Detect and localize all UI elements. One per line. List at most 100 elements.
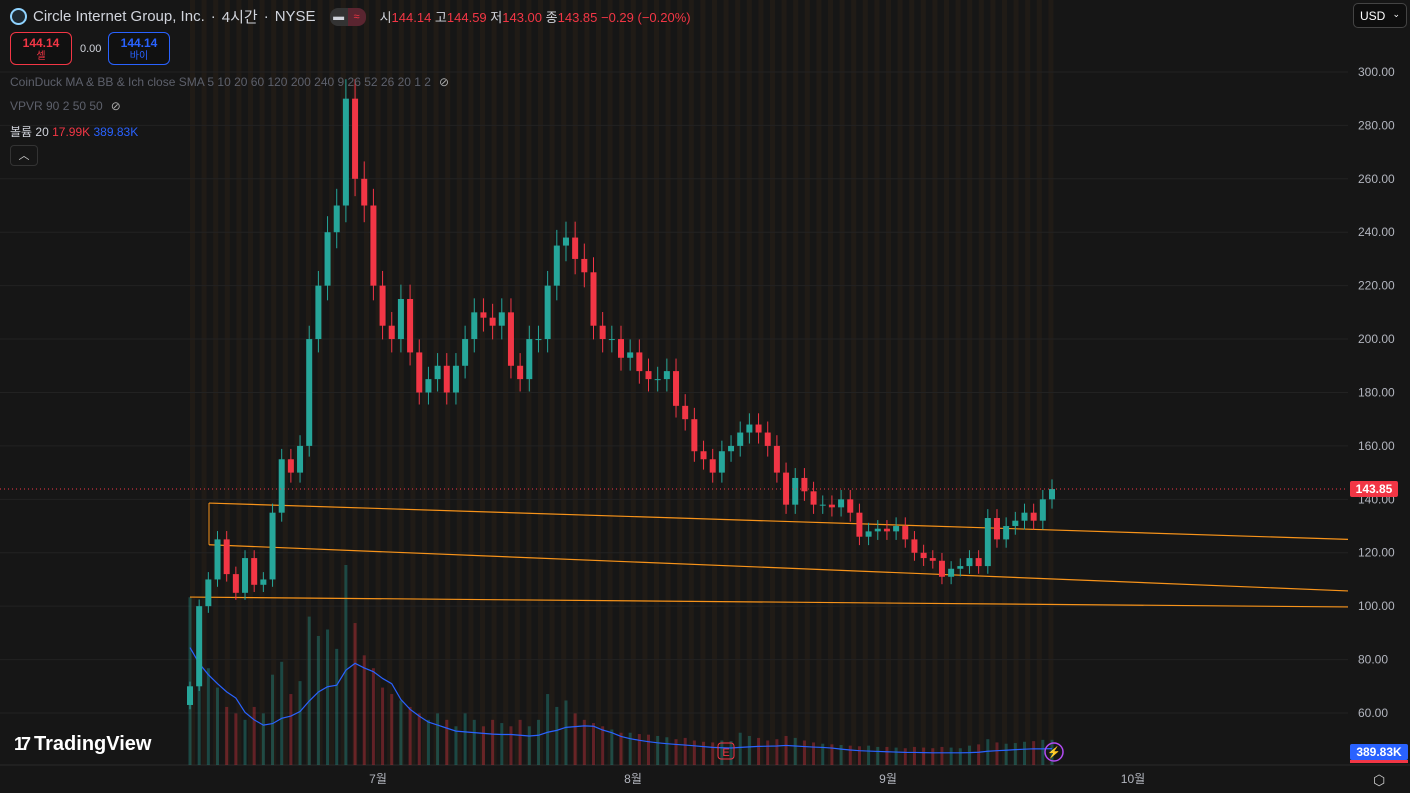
volume-indicator-legend[interactable]: 볼륨 20 17.99K 389.83K bbox=[10, 125, 139, 139]
candle-body bbox=[205, 579, 212, 607]
volume-bar bbox=[986, 739, 990, 765]
session-band bbox=[967, 0, 973, 765]
volume-bar bbox=[234, 713, 238, 765]
candle-body bbox=[911, 539, 918, 553]
volume-bar bbox=[784, 735, 788, 765]
session-band bbox=[723, 0, 729, 765]
volume-bar bbox=[316, 635, 320, 765]
volume-bar bbox=[344, 565, 348, 765]
candle bbox=[278, 448, 285, 522]
candle-body bbox=[856, 512, 863, 537]
candle-body bbox=[187, 686, 193, 705]
candle bbox=[214, 531, 221, 587]
chart-mode-toggle[interactable]: ▬ ≈ bbox=[329, 7, 366, 26]
candle-body bbox=[645, 371, 652, 380]
candle-body bbox=[315, 285, 322, 340]
candle bbox=[562, 221, 569, 262]
candle bbox=[553, 229, 560, 301]
candle bbox=[618, 325, 624, 371]
volume-bar bbox=[555, 706, 559, 765]
candle-body bbox=[434, 365, 441, 380]
eye-off-icon[interactable]: ⊘ bbox=[110, 99, 121, 113]
candle bbox=[517, 353, 524, 392]
volume-bar bbox=[536, 719, 540, 765]
wave-icon[interactable]: ≈ bbox=[347, 7, 366, 26]
session-band bbox=[688, 0, 694, 765]
eye-off-icon[interactable]: ⊘ bbox=[438, 75, 450, 89]
ma-indicator-legend[interactable]: CoinDuck MA & BB & Ich close SMA 5 10 20… bbox=[10, 75, 450, 89]
volume-bar bbox=[720, 740, 724, 765]
session-band bbox=[271, 0, 277, 765]
session-band bbox=[213, 0, 219, 765]
volume-bar bbox=[289, 694, 293, 765]
trendline bbox=[189, 596, 1349, 608]
candle bbox=[489, 303, 496, 340]
candle-body bbox=[260, 579, 267, 585]
volume-bar bbox=[206, 668, 210, 765]
minus-icon[interactable]: ▬ bbox=[329, 7, 348, 26]
candle-body bbox=[361, 178, 368, 206]
vpvr-indicator-legend[interactable]: VPVR 90 2 50 50 ⊘ bbox=[10, 99, 121, 113]
candle bbox=[865, 522, 872, 546]
session-band bbox=[201, 0, 207, 765]
candle bbox=[957, 558, 964, 577]
candle-body bbox=[663, 371, 670, 380]
candle bbox=[938, 552, 945, 585]
session-band bbox=[793, 0, 799, 765]
settings-icon[interactable]: ⬡ bbox=[1373, 772, 1386, 788]
volume-bar bbox=[500, 723, 504, 765]
chevron-up-icon[interactable]: ︿ bbox=[10, 145, 38, 166]
candle-body bbox=[728, 445, 735, 452]
volume-bar bbox=[912, 746, 916, 765]
volume-bar bbox=[830, 744, 834, 765]
volume-bar bbox=[481, 726, 485, 765]
candle bbox=[498, 298, 505, 340]
candle bbox=[1021, 503, 1028, 530]
volume-bar bbox=[472, 719, 476, 765]
session-band bbox=[955, 0, 961, 765]
candle bbox=[480, 298, 487, 332]
buy-button[interactable]: 144.14 바이 bbox=[108, 32, 170, 65]
session-band bbox=[456, 0, 462, 765]
candle bbox=[306, 325, 313, 457]
session-band bbox=[398, 0, 404, 765]
y-tick-label: 160.00 bbox=[1358, 439, 1395, 453]
session-band bbox=[352, 0, 358, 765]
candle-body bbox=[590, 272, 597, 326]
candle bbox=[352, 79, 359, 197]
volume-bar bbox=[601, 726, 605, 765]
candle bbox=[728, 435, 735, 462]
candle-body bbox=[462, 339, 469, 366]
session-band bbox=[248, 0, 253, 765]
candle bbox=[673, 358, 680, 418]
currency-select[interactable]: USD ⌄ bbox=[1353, 3, 1407, 28]
volume-bar bbox=[729, 741, 733, 765]
candle-body bbox=[324, 232, 331, 286]
volume-badge-underline bbox=[1350, 760, 1408, 763]
interval[interactable]: 4시간 bbox=[221, 9, 258, 26]
candle-body bbox=[196, 606, 203, 687]
candle bbox=[764, 421, 771, 457]
session-band bbox=[514, 0, 520, 765]
sell-button[interactable]: 144.14 셀 bbox=[10, 32, 72, 65]
candle bbox=[856, 503, 863, 546]
candle-body bbox=[562, 237, 569, 246]
tradingview-logo: 17 TradingView bbox=[14, 733, 152, 755]
candle bbox=[682, 394, 689, 431]
candle-body bbox=[471, 312, 478, 340]
session-band bbox=[920, 0, 926, 765]
volume-bar bbox=[1050, 739, 1054, 765]
session-band bbox=[317, 0, 323, 765]
candle-body bbox=[553, 245, 560, 286]
candle-body bbox=[232, 574, 239, 593]
candle-body bbox=[452, 365, 459, 393]
symbol-name[interactable]: Circle Internet Group, Inc. bbox=[33, 8, 205, 25]
candle-body bbox=[874, 528, 881, 532]
trendline bbox=[208, 544, 1349, 592]
candle-body bbox=[489, 317, 496, 326]
y-tick-label: 200.00 bbox=[1358, 332, 1395, 346]
candle bbox=[929, 550, 936, 569]
candle-body bbox=[1039, 499, 1046, 521]
candle bbox=[535, 325, 542, 353]
